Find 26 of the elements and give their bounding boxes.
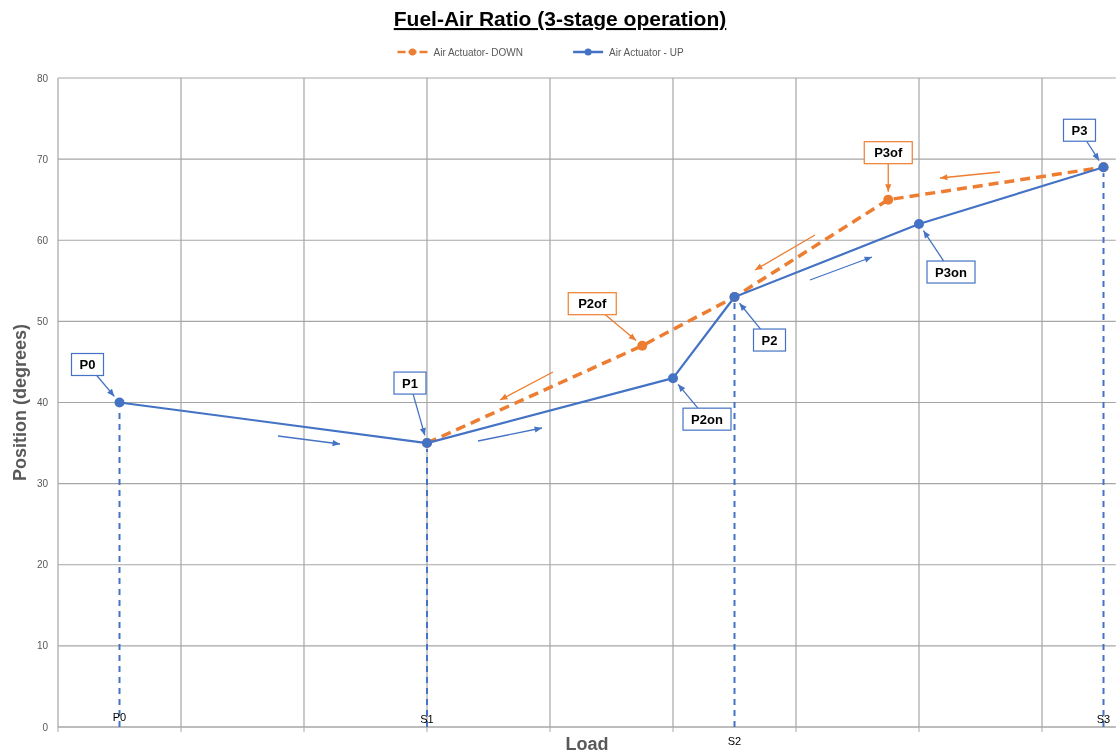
y-tick-label: 60 bbox=[36, 234, 49, 246]
annotation: P3 bbox=[1071, 122, 1088, 138]
x-tick-label: S1 bbox=[420, 713, 434, 725]
annotation: P3of bbox=[874, 145, 904, 161]
annotation: P2on bbox=[691, 411, 723, 427]
annotation: P2of bbox=[578, 296, 608, 312]
y-tick-label: 80 bbox=[36, 72, 49, 84]
x-axis-title: Load bbox=[565, 734, 609, 754]
legend-label: Air Actuator - UP bbox=[609, 46, 684, 58]
y-tick-label: 50 bbox=[36, 315, 49, 327]
y-tick-label: 70 bbox=[36, 153, 49, 165]
annotation: P1 bbox=[402, 375, 418, 391]
annotation: P3on bbox=[935, 264, 967, 280]
y-tick-label: 10 bbox=[36, 640, 49, 652]
chart-title: Fuel-Air Ratio (3-stage operation) bbox=[393, 7, 727, 30]
legend-label: Air Actuator- DOWN bbox=[433, 46, 523, 58]
y-axis-title: Position (degrees) bbox=[10, 323, 30, 482]
y-tick-label: 30 bbox=[36, 478, 49, 490]
annotation: P2 bbox=[761, 332, 778, 348]
y-tick-label: 40 bbox=[36, 397, 49, 408]
y-tick-label: 0 bbox=[42, 721, 49, 733]
x-tick-label: S3 bbox=[1096, 713, 1111, 725]
y-tick-label: 20 bbox=[36, 559, 49, 571]
annotation: P0 bbox=[79, 357, 96, 372]
x-tick-label: P0 bbox=[112, 711, 127, 723]
x-tick-label: S2 bbox=[727, 735, 742, 747]
